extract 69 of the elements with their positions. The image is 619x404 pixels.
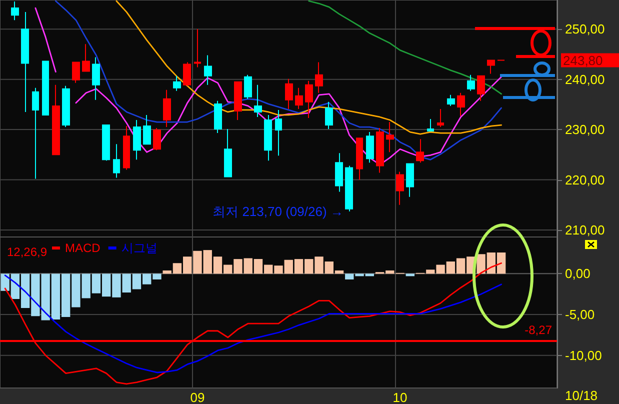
candlestick xyxy=(325,101,333,130)
text: 10/18 xyxy=(565,388,598,403)
candlestick xyxy=(21,12,29,112)
annotation: 최저 213,70 (09/26) → xyxy=(212,204,344,219)
candlestick xyxy=(194,28,201,68)
line-series xyxy=(4,274,502,374)
candlestick xyxy=(52,84,60,156)
candlestick xyxy=(11,1,19,21)
y-tick-label: 0,00 xyxy=(565,266,590,282)
candlestick xyxy=(72,62,80,84)
ref-line-label: -8,27 xyxy=(524,323,552,338)
legend-label: MACD xyxy=(65,241,101,255)
candlestick xyxy=(427,118,434,132)
candlestick xyxy=(477,75,485,102)
y-tick-label: 250,00 xyxy=(565,22,605,37)
candlestick xyxy=(123,126,130,170)
candlestick xyxy=(305,80,313,118)
candlestick xyxy=(204,54,212,86)
text: 243,80 xyxy=(563,52,603,68)
candlestick xyxy=(416,138,424,164)
candlestick xyxy=(437,108,444,128)
candlestick xyxy=(345,165,353,212)
candlestick xyxy=(42,60,49,116)
y-tick-label: -10,00 xyxy=(565,348,602,363)
line-series xyxy=(308,0,502,95)
y-tick-label: 230,00 xyxy=(565,122,605,138)
candlestick xyxy=(457,92,465,116)
candlestick xyxy=(32,87,39,180)
candlestick xyxy=(102,124,110,162)
candlestick xyxy=(356,138,363,180)
candlestick xyxy=(183,62,191,86)
candlestick xyxy=(143,114,151,145)
candlestick xyxy=(406,163,414,198)
candlestick xyxy=(62,85,70,128)
y-tick-label: 210,00 xyxy=(565,222,605,238)
candlestick xyxy=(366,132,374,164)
candlestick xyxy=(335,152,343,192)
x-tick-label: 10 xyxy=(392,390,408,404)
candlestick xyxy=(234,81,242,121)
candlestick xyxy=(295,87,303,110)
line-series xyxy=(116,0,502,135)
candlestick xyxy=(173,75,181,92)
candlestick xyxy=(487,60,495,74)
candlestick xyxy=(214,100,222,134)
y-tick-label: 220,00 xyxy=(565,172,605,188)
candlestick xyxy=(447,94,455,106)
x-tick-label: 09 xyxy=(190,390,205,404)
candlestick xyxy=(153,128,161,151)
candlestick xyxy=(275,109,282,156)
bar xyxy=(406,274,415,276)
text: 12,26,9 xyxy=(7,245,48,259)
candlestick xyxy=(315,62,323,94)
candlestick xyxy=(224,128,232,178)
candlestick xyxy=(163,89,171,128)
candlestick xyxy=(285,78,293,110)
candlestick xyxy=(396,171,404,206)
legend-label: 시그널 xyxy=(121,241,158,255)
candlestick xyxy=(244,74,252,100)
candlestick xyxy=(386,122,394,153)
candlestick xyxy=(467,74,475,92)
candlestick xyxy=(113,144,120,178)
candlestick xyxy=(82,44,90,72)
candlestick xyxy=(133,120,141,160)
candlestick xyxy=(92,56,100,100)
candlestick xyxy=(254,84,262,118)
y-tick-label: -5,00 xyxy=(565,307,595,322)
y-tick-label: 240,00 xyxy=(565,72,605,87)
candlestick xyxy=(376,128,384,174)
candlestick xyxy=(264,114,272,162)
